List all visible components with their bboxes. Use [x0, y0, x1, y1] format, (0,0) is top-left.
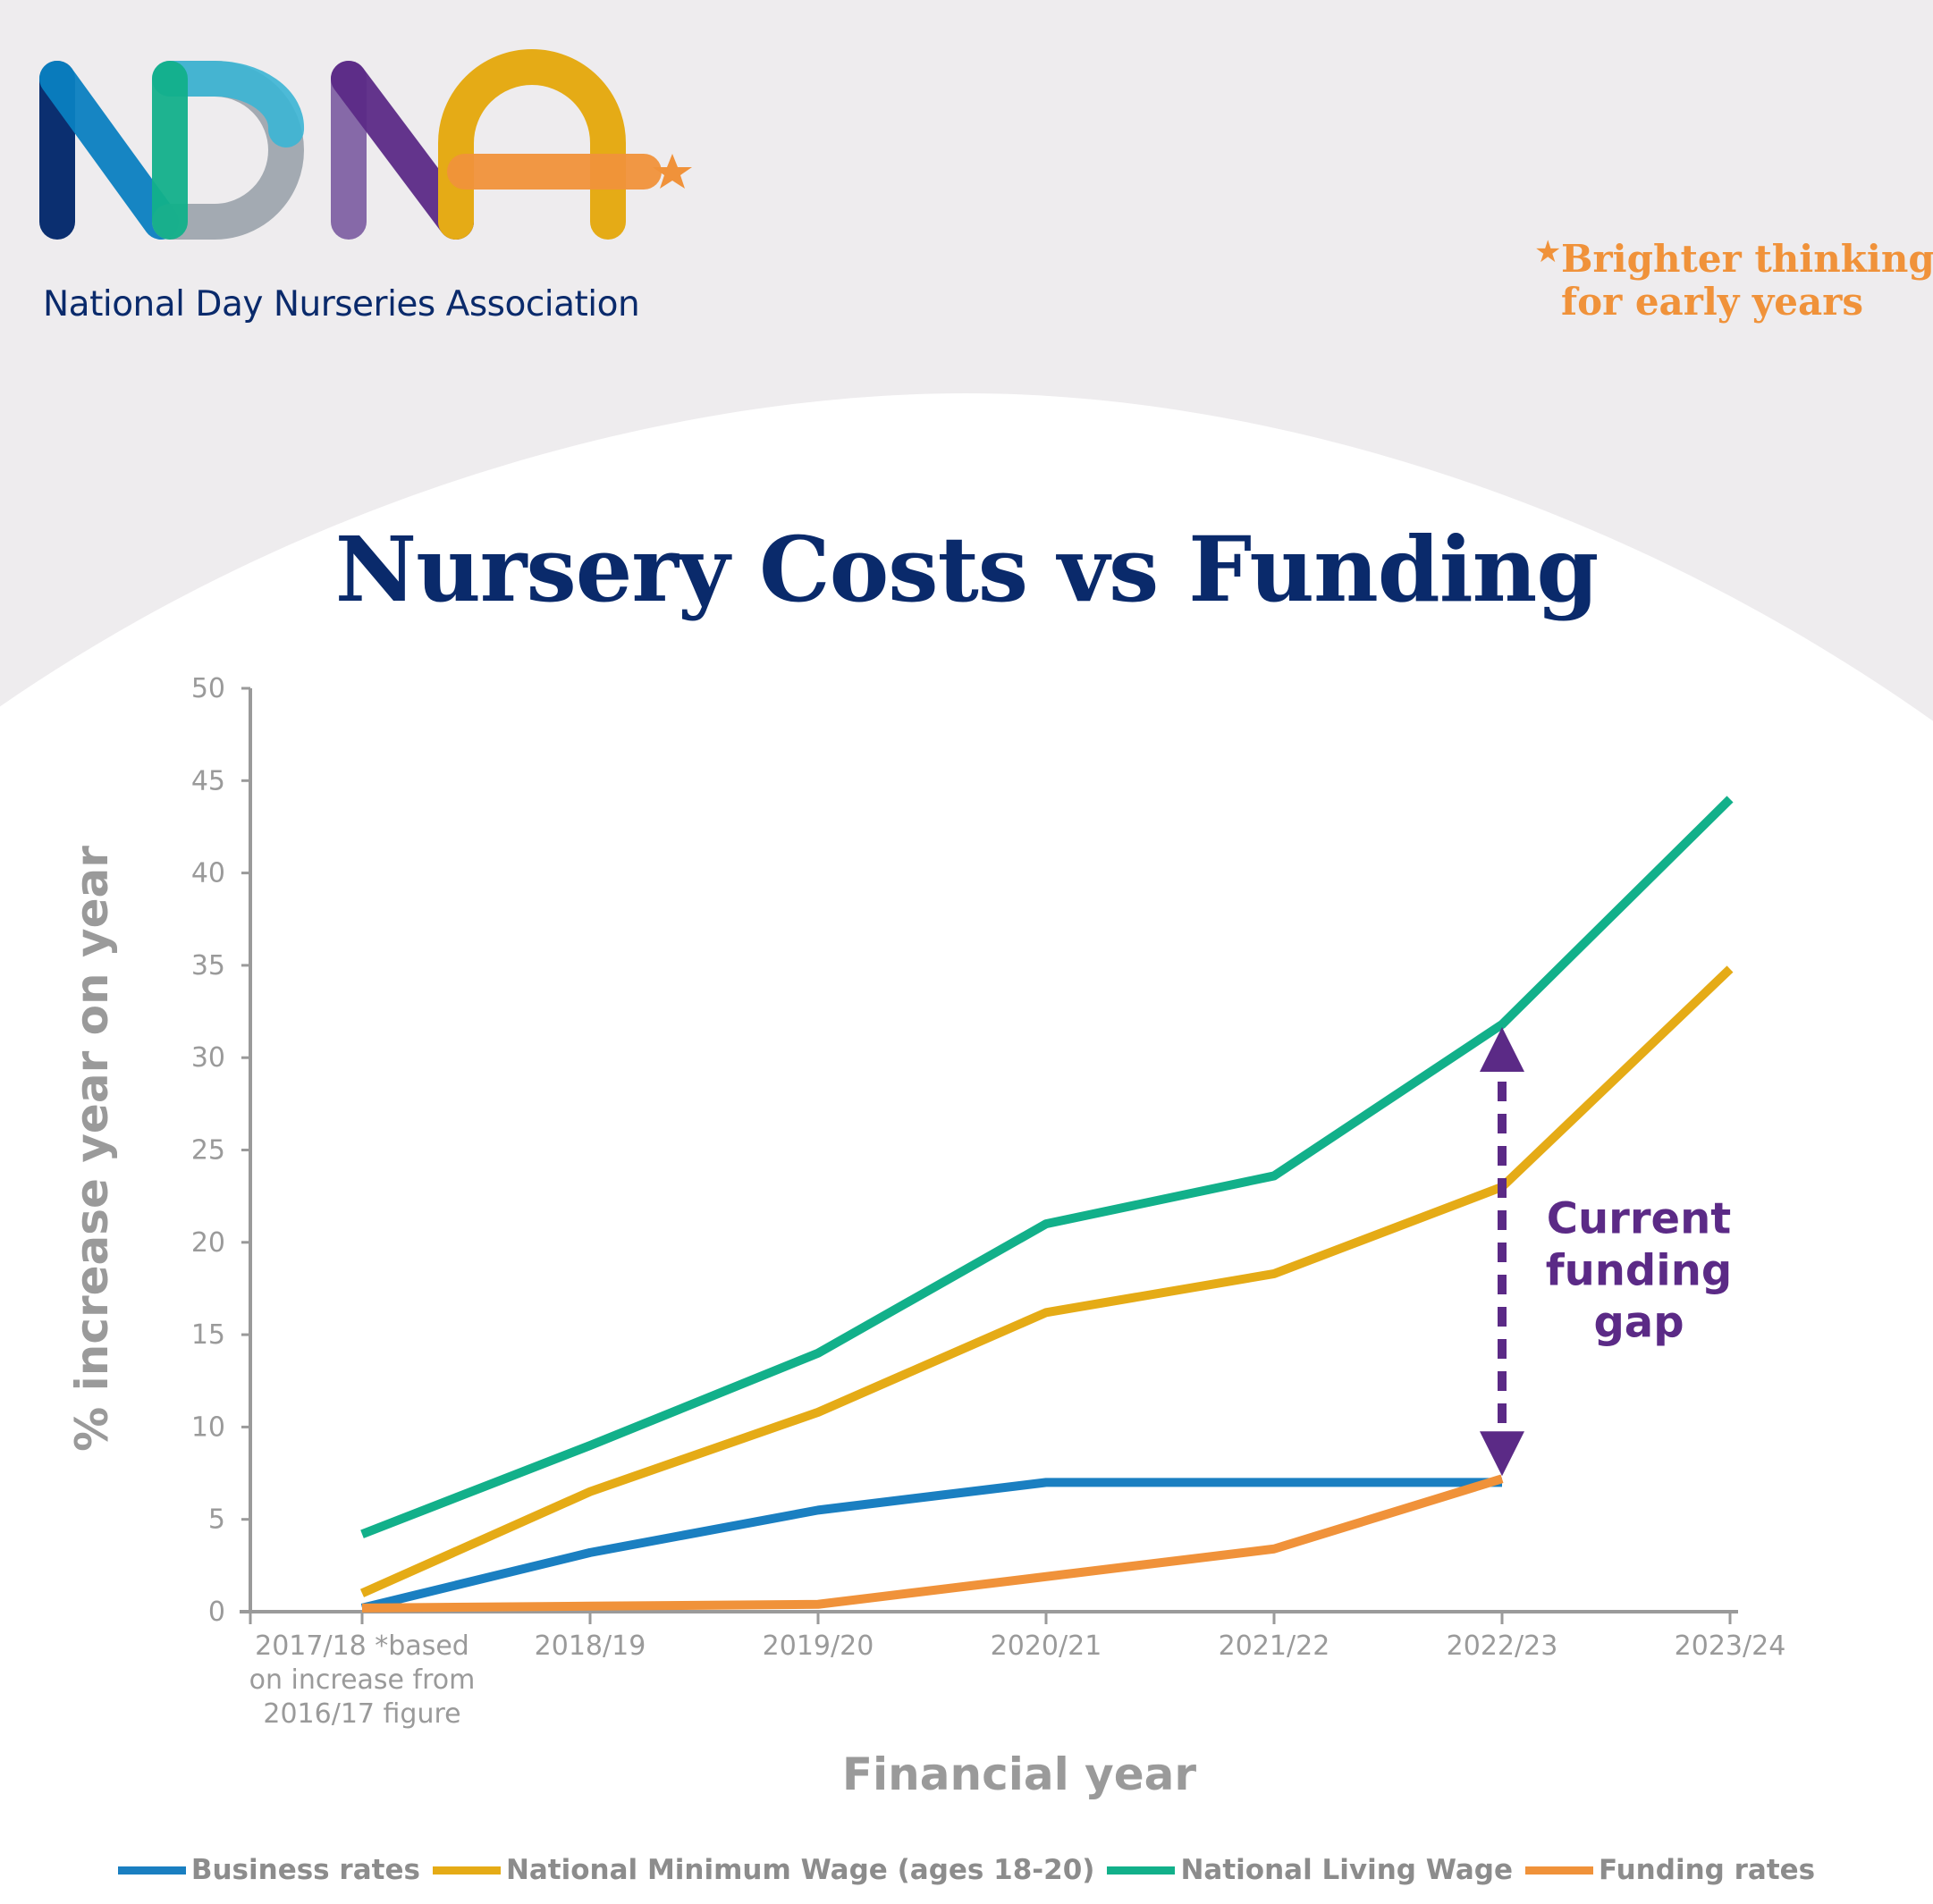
x-tick-label: 2018/19 — [535, 1630, 646, 1662]
y-tick-label: 0 — [208, 1596, 225, 1628]
legend-item: National Minimum Wage (ages 18-20) — [432, 1854, 1095, 1886]
x-tick-label: 2023/24 — [1675, 1630, 1786, 1662]
funding-gap-label: gap — [1593, 1297, 1684, 1347]
tagline-line2: for early years — [1561, 280, 1863, 324]
legend-label: National Minimum Wage (ages 18-20) — [505, 1854, 1095, 1886]
y-tick-label: 10 — [191, 1411, 225, 1443]
y-tick-label: 20 — [191, 1227, 225, 1259]
legend-item: Funding rates — [1524, 1854, 1816, 1886]
series-line-0 — [360, 1478, 1502, 1613]
series-line-1 — [359, 965, 1734, 1597]
funding-gap-label: funding — [1546, 1245, 1733, 1295]
x-tick-label: 2022/23 — [1447, 1630, 1558, 1662]
legend-label: Business rates — [190, 1854, 420, 1886]
org-name: National Day Nurseries Association — [43, 284, 640, 324]
x-tick-label: 2017/18 *based — [255, 1630, 469, 1662]
legend-swatch — [1524, 1866, 1593, 1875]
chart-title: Nursery Costs vs Funding — [334, 517, 1600, 622]
series-line-2 — [360, 796, 1734, 1538]
series-line-3 — [361, 1474, 1504, 1613]
legend-label: National Living Wage — [1180, 1854, 1513, 1886]
x-tick-label: 2016/17 figure — [263, 1698, 460, 1730]
x-tick-label: 2020/21 — [991, 1630, 1102, 1662]
ndna-logo — [39, 49, 692, 240]
y-tick-label: 50 — [191, 673, 225, 704]
legend-item: Business rates — [117, 1854, 420, 1886]
chart-legend: Business rates National Minimum Wage (age… — [0, 1852, 1933, 1888]
x-tick-label: on increase from — [249, 1664, 476, 1696]
y-tick-label: 45 — [191, 765, 225, 796]
y-tick-label: 35 — [191, 950, 225, 981]
tagline: Brighter thinking for early years — [1561, 238, 1933, 324]
y-tick-label: 25 — [191, 1135, 225, 1167]
tagline-line1: Brighter thinking — [1561, 237, 1933, 281]
x-axis-title: Financial year — [842, 1748, 1197, 1800]
star-icon — [653, 154, 692, 189]
funding-gap-label: Current — [1547, 1193, 1731, 1243]
legend-swatch — [117, 1866, 186, 1875]
y-tick-label: 5 — [208, 1504, 225, 1536]
y-tick-label: 15 — [191, 1319, 225, 1351]
y-axis-title: % increase year on year — [66, 846, 118, 1452]
star-icon: ★ — [1534, 234, 1562, 270]
legend-label: Funding rates — [1598, 1854, 1816, 1886]
legend-swatch — [432, 1866, 501, 1875]
y-tick-label: 40 — [191, 858, 225, 889]
legend-swatch — [1107, 1866, 1176, 1875]
legend-item: National Living Wage — [1107, 1854, 1513, 1886]
y-tick-label: 30 — [191, 1042, 225, 1074]
x-tick-label: 2019/20 — [763, 1630, 874, 1662]
x-tick-label: 2021/22 — [1219, 1630, 1330, 1662]
